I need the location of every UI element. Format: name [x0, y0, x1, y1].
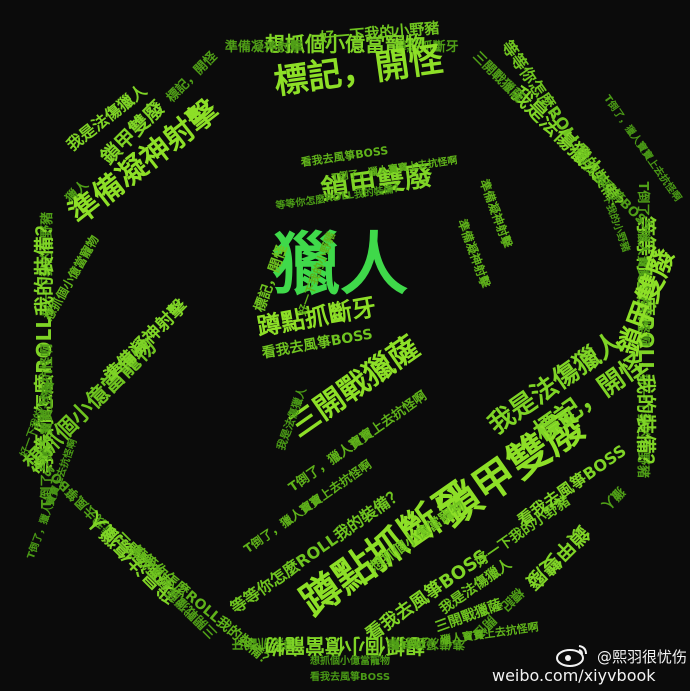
word-kite-bottom-small: 看我去風箏BOSS: [310, 670, 390, 683]
ring-word: 好一下我的小野豬: [39, 212, 55, 317]
ring-word: 蹲點抓斷牙: [394, 39, 459, 55]
svg-text:獵人: 獵人: [272, 226, 408, 305]
watermark-url: weibo.com/xiyvbook: [492, 666, 656, 685]
ring-word: T倒了，獵人寶寶上去抗怪啊: [635, 181, 651, 346]
ring-word: 蹲點抓斷牙: [231, 635, 296, 651]
ring-word: 好一下我的小野豬: [635, 373, 651, 478]
weibo-logo-icon: [556, 645, 587, 667]
ring-word: 準備凝神射擊: [225, 39, 304, 55]
ring-word: 等等你怎麼ROLL我的裝備？: [634, 216, 658, 474]
ring-word: 想抓個小億當寵物: [265, 634, 425, 658]
center-word: 獵人: [272, 226, 408, 305]
ring-word: 準備凝神射擊: [386, 635, 465, 651]
ring-word: T倒了，獵人寶寶上去抗怪啊: [39, 344, 55, 509]
ring-word: 等等你怎麼ROLL我的裝備？: [32, 216, 56, 474]
watermark-handle: @熙羽很忧伤: [597, 648, 688, 666]
ring-word: 想抓個小億當寵物: [265, 32, 425, 56]
word-pet-bottom-small: 想抓個小億當寵物: [309, 654, 390, 667]
